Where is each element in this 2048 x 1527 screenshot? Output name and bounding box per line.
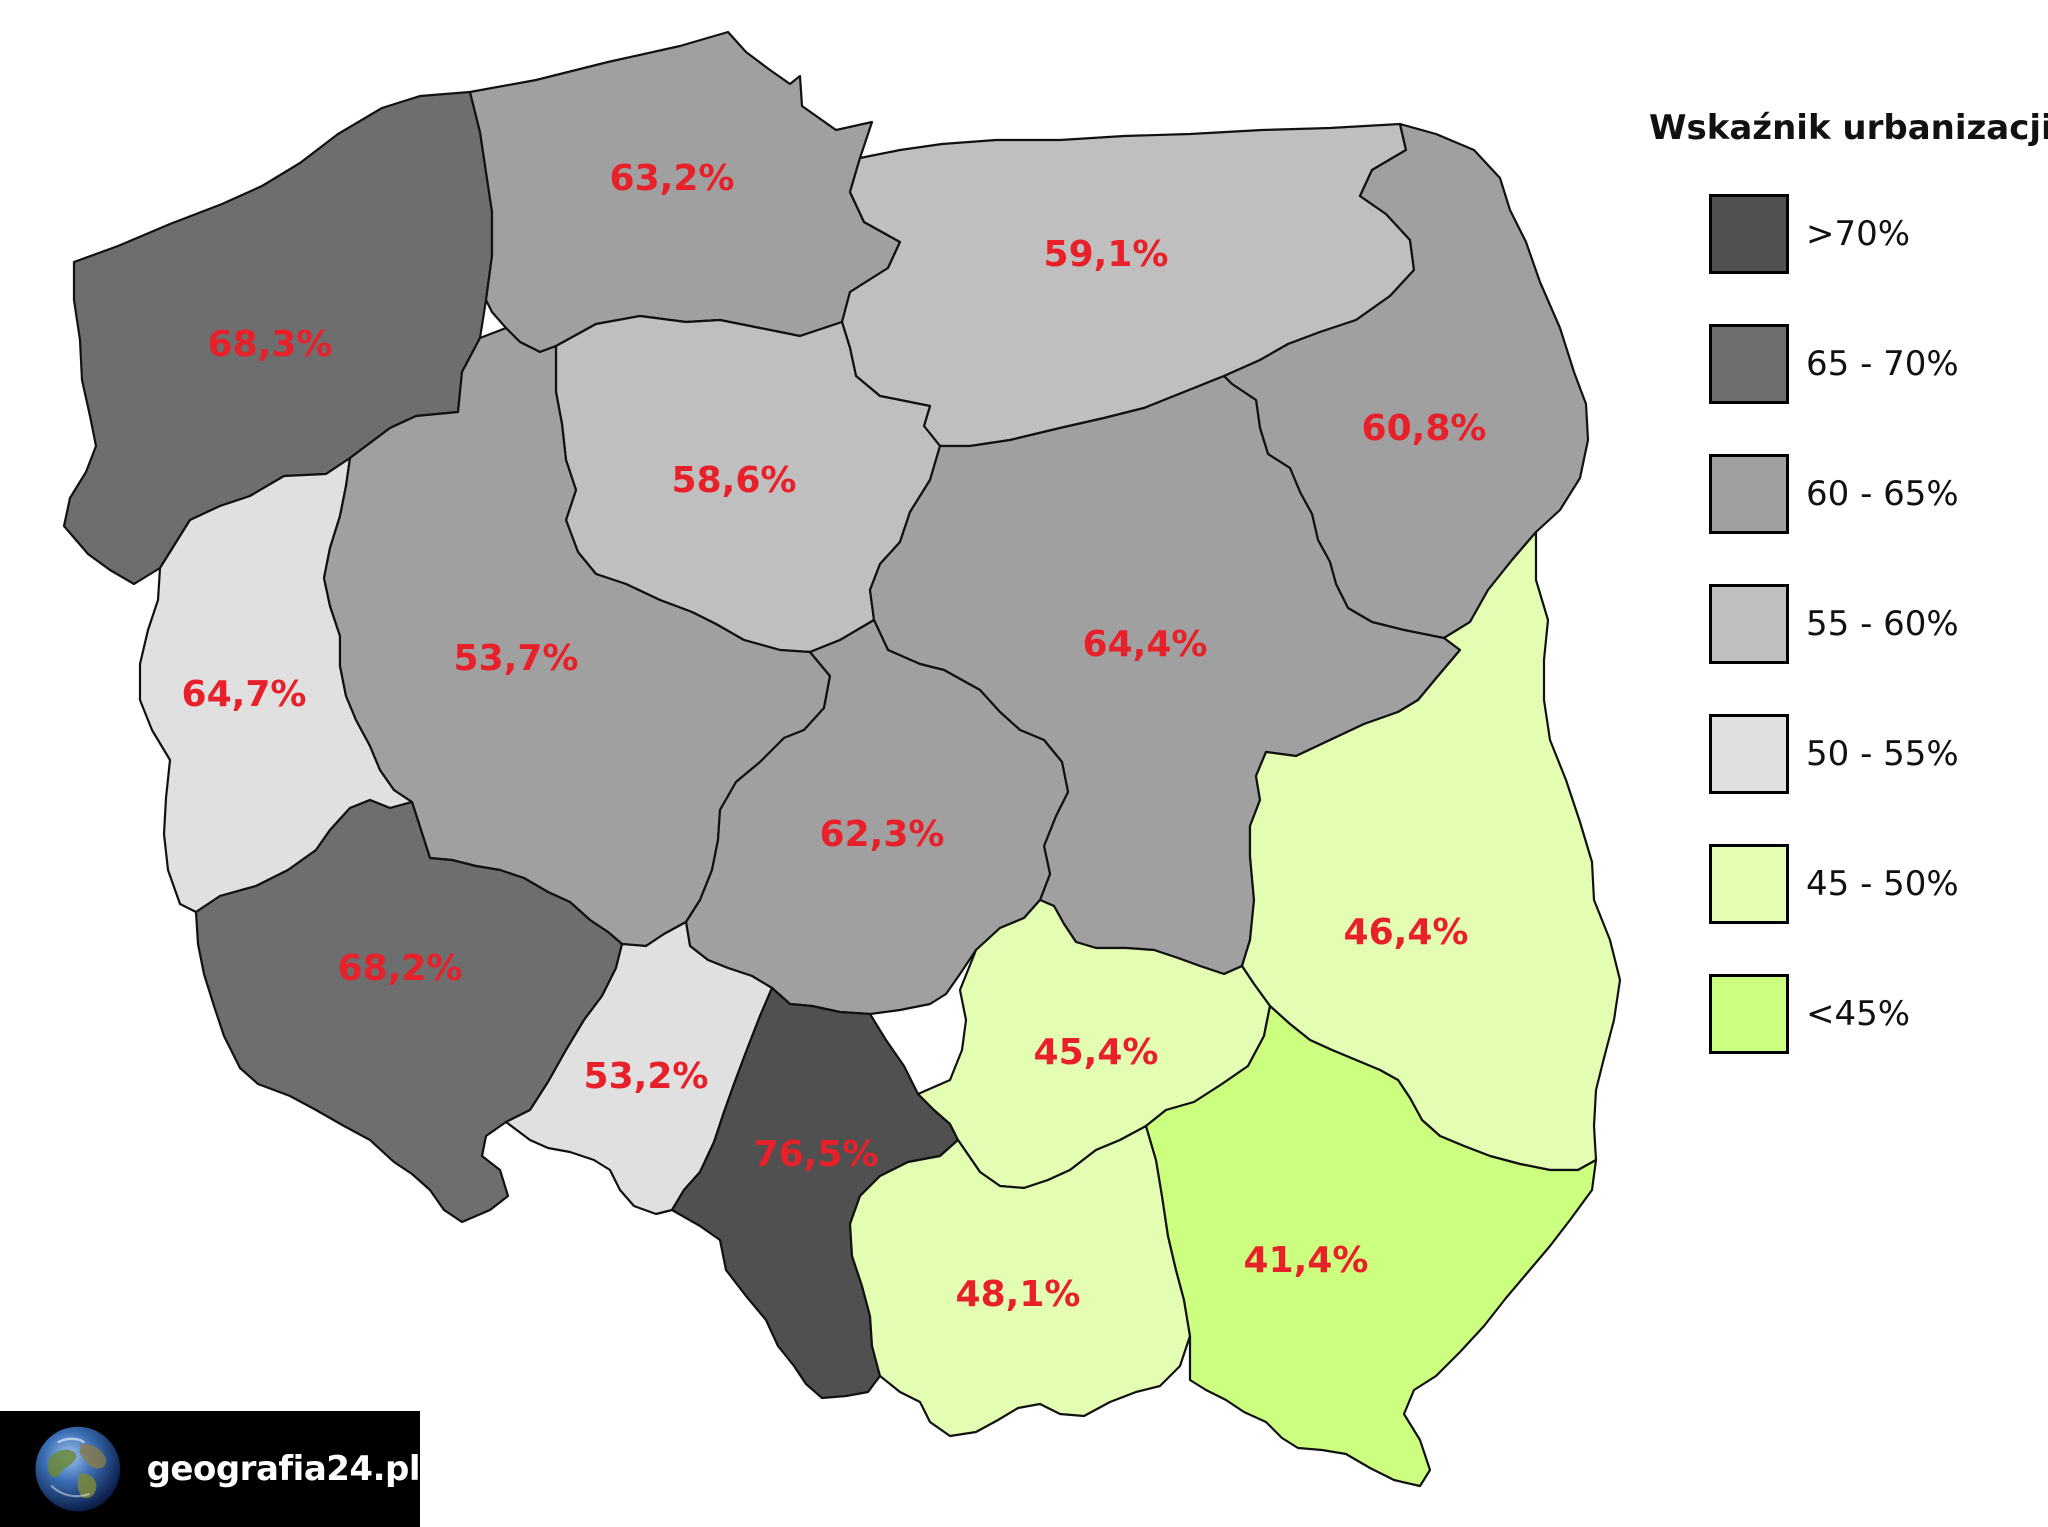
legend-swatch <box>1709 974 1789 1054</box>
legend-item: 45 - 50% <box>1709 844 1959 924</box>
region-label-mazowieckie: 64,4% <box>1083 624 1208 665</box>
region-label-dolnoslaskie: 68,2% <box>338 948 463 989</box>
legend-swatch <box>1709 584 1789 664</box>
legend-swatch <box>1709 454 1789 534</box>
legend-swatch <box>1709 194 1789 274</box>
region-label-lubelskie: 46,4% <box>1344 912 1469 953</box>
region-label-podlaskie: 60,8% <box>1362 408 1487 449</box>
legend-item: 65 - 70% <box>1709 324 1959 404</box>
legend-item: <45% <box>1709 974 1910 1054</box>
legend-item: 60 - 65% <box>1709 454 1959 534</box>
legend-item: >70% <box>1709 194 1910 274</box>
legend: Wskaźnik urbanizacji >70% 65 - 70% 60 - 65… <box>1640 108 2048 1054</box>
globe-icon <box>35 1426 121 1512</box>
region-label-pomorskie: 63,2% <box>610 158 735 199</box>
legend-swatch <box>1709 844 1789 924</box>
legend-label: <45% <box>1806 994 1911 1034</box>
region-podkarpackie[interactable] <box>1144 1004 1598 1488</box>
source-badge: geografia24.pl <box>0 1411 421 1527</box>
badge-text: geografia24.pl <box>146 1449 421 1489</box>
region-label-wielkopolskie: 53,7% <box>454 638 579 679</box>
legend-label: 65 - 70% <box>1806 344 1959 384</box>
region-label-kujawsko-pomorskie: 58,6% <box>672 460 797 501</box>
legend-item: 50 - 55% <box>1709 714 1959 794</box>
legend-label: >70% <box>1806 214 1911 254</box>
region-label-swietokrzyskie: 45,4% <box>1034 1032 1159 1073</box>
legend-title: Wskaźnik urbanizacji <box>1649 108 2048 148</box>
legend-swatch <box>1709 324 1789 404</box>
legend-label: 50 - 55% <box>1806 734 1959 774</box>
region-label-podkarpackie: 41,4% <box>1244 1240 1369 1281</box>
legend-label: 45 - 50% <box>1806 864 1959 904</box>
region-label-opolskie: 53,2% <box>584 1056 709 1097</box>
region-label-malopolskie: 48,1% <box>956 1274 1081 1315</box>
legend-item: 55 - 60% <box>1709 584 1959 664</box>
legend-swatch <box>1709 714 1789 794</box>
region-lodzkie[interactable] <box>684 618 1070 1016</box>
legend-label: 60 - 65% <box>1806 474 1959 514</box>
region-label-slaskie: 76,5% <box>754 1134 879 1175</box>
region-label-lodzkie: 62,3% <box>820 814 945 855</box>
region-malopolskie[interactable] <box>848 1124 1192 1438</box>
region-label-lubuskie: 64,7% <box>182 674 307 715</box>
region-label-zachodniopomorskie: 68,3% <box>208 324 333 365</box>
region-label-warminsko-mazurskie: 59,1% <box>1044 234 1169 275</box>
legend-label: 55 - 60% <box>1806 604 1959 644</box>
